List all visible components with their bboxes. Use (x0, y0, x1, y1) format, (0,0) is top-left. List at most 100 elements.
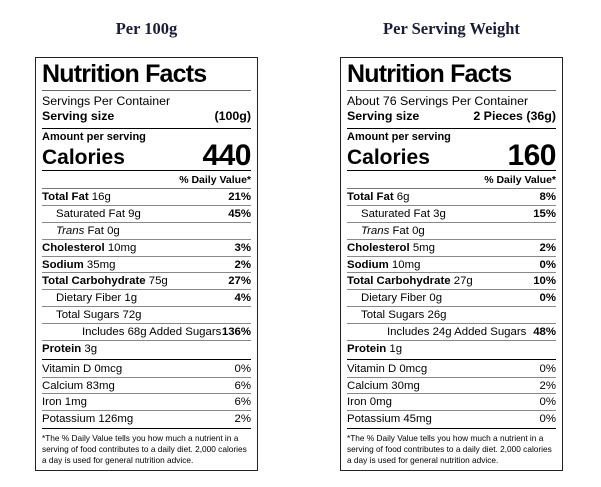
vitamin-name: Vitamin D 0mcg (42, 362, 123, 375)
vitamin-rows: Vitamin D 0mcg 0% Calcium 30mg 2% Iron 0mg 0%… (347, 361, 556, 427)
nutrient-row: Trans Fat 0g (347, 223, 556, 240)
servings-per-container-text: About 76 Servings Per Container (347, 93, 529, 108)
nutrient-row: Saturated Fat 9g 45% (42, 206, 251, 223)
vitamin-row: Potassium 126mg 2% (42, 411, 251, 427)
calories-value: 160 (507, 138, 556, 172)
nutrient-name: Sodium 10mg (347, 258, 421, 271)
nutrition-facts-box: Nutrition Facts Servings Per Container S… (35, 57, 258, 471)
nutrition-label-per-100g: Nutrition Facts Servings Per Container S… (35, 57, 258, 471)
nutrient-percent-daily-value: 2% (539, 241, 556, 254)
nutrient-percent-daily-value: 3% (234, 241, 251, 254)
servings-per-container-text: Servings Per Container (42, 93, 171, 108)
vitamin-percent-daily-value: 0% (539, 413, 556, 426)
nutrient-name: Sodium 35mg (42, 258, 116, 271)
nutrient-row: Cholesterol 5mg 2% (347, 240, 556, 257)
nutrient-percent-daily-value: 4% (234, 292, 251, 305)
vitamin-row: Calcium 83mg 6% (42, 378, 251, 395)
nutrition-facts-title: Nutrition Facts (347, 61, 556, 91)
vitamin-name: Vitamin D 0mcg (347, 362, 428, 375)
serving-size-row: Serving size 2 Pieces (36g) (347, 108, 556, 127)
vitamin-percent-daily-value: 6% (234, 396, 251, 409)
nutrient-row: Trans Fat 0g (42, 223, 251, 240)
nutrient-row: Protein 1g (347, 341, 556, 357)
nutrient-name: Total Sugars 26g (361, 309, 447, 322)
nutrient-name: Includes 24g Added Sugars (387, 325, 527, 338)
serving-size-label: Serving size (347, 109, 420, 124)
nutrient-name: Dietary Fiber 0g (361, 292, 443, 305)
nutrient-percent-daily-value: 2% (234, 258, 251, 271)
vitamin-percent-daily-value: 0% (539, 362, 556, 375)
nutrient-name: Protein 3g (42, 342, 98, 355)
nutrient-name: Trans Fat 0g (56, 225, 120, 237)
nutrient-row: Total Sugars 72g (42, 307, 251, 324)
vitamin-name: Potassium 126mg (42, 413, 134, 426)
vitamin-row: Iron 1mg 6% (42, 394, 251, 412)
nutrient-name: Cholesterol 10mg (42, 241, 137, 254)
nutrient-row: Includes 68g Added Sugars 136% (42, 324, 251, 341)
vitamin-percent-daily-value: 0% (539, 396, 556, 409)
nutrient-rows: Total Fat 16g 21% Saturated Fat 9g 45% Trans… (42, 189, 251, 356)
nutrient-row: Total Carbohydrate 27g 10% (347, 273, 556, 291)
nutrient-percent-daily-value: 8% (539, 191, 556, 204)
daily-value-header: % Daily Value* (42, 171, 251, 190)
nutrition-facts-title: Nutrition Facts (42, 61, 251, 91)
nutrient-name: Dietary Fiber 1g (56, 292, 138, 305)
nutrient-row: Dietary Fiber 1g 4% (42, 290, 251, 308)
nutrient-row: Total Fat 6g 8% (347, 189, 556, 207)
nutrient-name: Total Carbohydrate 75g (42, 275, 168, 288)
nutrient-rows: Total Fat 6g 8% Saturated Fat 3g 15% Trans F… (347, 189, 556, 356)
calories-value: 440 (202, 138, 251, 172)
nutrition-label-per-serving-weight: Nutrition Facts About 76 Servings Per Co… (340, 57, 563, 471)
nutrient-percent-daily-value: 10% (533, 275, 556, 288)
nutrient-percent-daily-value: 27% (228, 275, 251, 288)
nutrient-name: Saturated Fat 3g (361, 208, 446, 221)
column-per-serving-weight: Per Serving Weight Nutrition Facts About… (340, 0, 563, 471)
serving-size-row: Serving size (100g) (42, 108, 251, 127)
nutrient-row: Saturated Fat 3g 15% (347, 206, 556, 223)
nutrient-name: Total Fat 6g (347, 191, 410, 204)
footnote-text: *The % Daily Value tells you how much a … (42, 433, 247, 466)
nutrient-percent-daily-value: 136% (221, 325, 251, 338)
nutrient-row: Cholesterol 10mg 3% (42, 240, 251, 257)
nutrient-name: Includes 68g Added Sugars (82, 325, 222, 338)
nutrient-percent-daily-value: 48% (533, 325, 556, 338)
nutrient-row: Dietary Fiber 0g 0% (347, 290, 556, 308)
nutrient-name: Total Carbohydrate 27g (347, 275, 473, 288)
nutrient-name: Total Fat 16g (42, 191, 111, 204)
vitamin-percent-daily-value: 6% (234, 379, 251, 392)
nutrient-name: Trans Fat 0g (361, 225, 425, 237)
nutrient-percent-daily-value: 21% (228, 191, 251, 204)
serving-size-value: (100g) (214, 109, 252, 124)
vitamin-percent-daily-value: 2% (234, 413, 251, 426)
calories-row: Calories 160 (347, 138, 556, 172)
vitamin-name: Calcium 83mg (42, 379, 115, 392)
nutrient-name: Cholesterol 5mg (347, 241, 435, 254)
vitamin-name: Iron 0mg (347, 396, 392, 409)
vitamin-name: Potassium 45mg (347, 413, 432, 426)
column-heading-per-serving-weight: Per Serving Weight (383, 19, 520, 38)
serving-size-value: 2 Pieces (36g) (473, 109, 556, 124)
serving-size-label: Serving size (42, 109, 115, 124)
footnote-text: *The % Daily Value tells you how much a … (347, 433, 552, 466)
nutrient-row: Includes 24g Added Sugars 48% (347, 324, 556, 341)
nutrient-percent-daily-value: 15% (533, 208, 556, 221)
amount-per-serving-label: Amount per serving (42, 131, 146, 144)
nutrient-row: Sodium 10mg 0% (347, 257, 556, 274)
nutrient-row: Total Carbohydrate 75g 27% (42, 273, 251, 291)
daily-value-header: % Daily Value* (347, 171, 556, 190)
nutrient-row: Total Sugars 26g (347, 307, 556, 324)
vitamin-row: Iron 0mg 0% (347, 394, 556, 412)
amount-per-serving-label: Amount per serving (347, 131, 451, 144)
nutrient-percent-daily-value: 0% (539, 292, 556, 305)
vitamin-row: Calcium 30mg 2% (347, 378, 556, 395)
nutrient-name: Total Sugars 72g (56, 309, 142, 322)
calories-label: Calories (347, 146, 430, 170)
vitamin-rows: Vitamin D 0mcg 0% Calcium 83mg 6% Iron 1mg 6%… (42, 361, 251, 427)
nutrition-facts-box: Nutrition Facts About 76 Servings Per Co… (340, 57, 563, 471)
calories-label: Calories (42, 146, 125, 170)
vitamin-percent-daily-value: 2% (539, 379, 556, 392)
nutrient-percent-daily-value: 45% (228, 208, 251, 221)
vitamin-percent-daily-value: 0% (234, 362, 251, 375)
nutrient-name: Saturated Fat 9g (56, 208, 141, 221)
